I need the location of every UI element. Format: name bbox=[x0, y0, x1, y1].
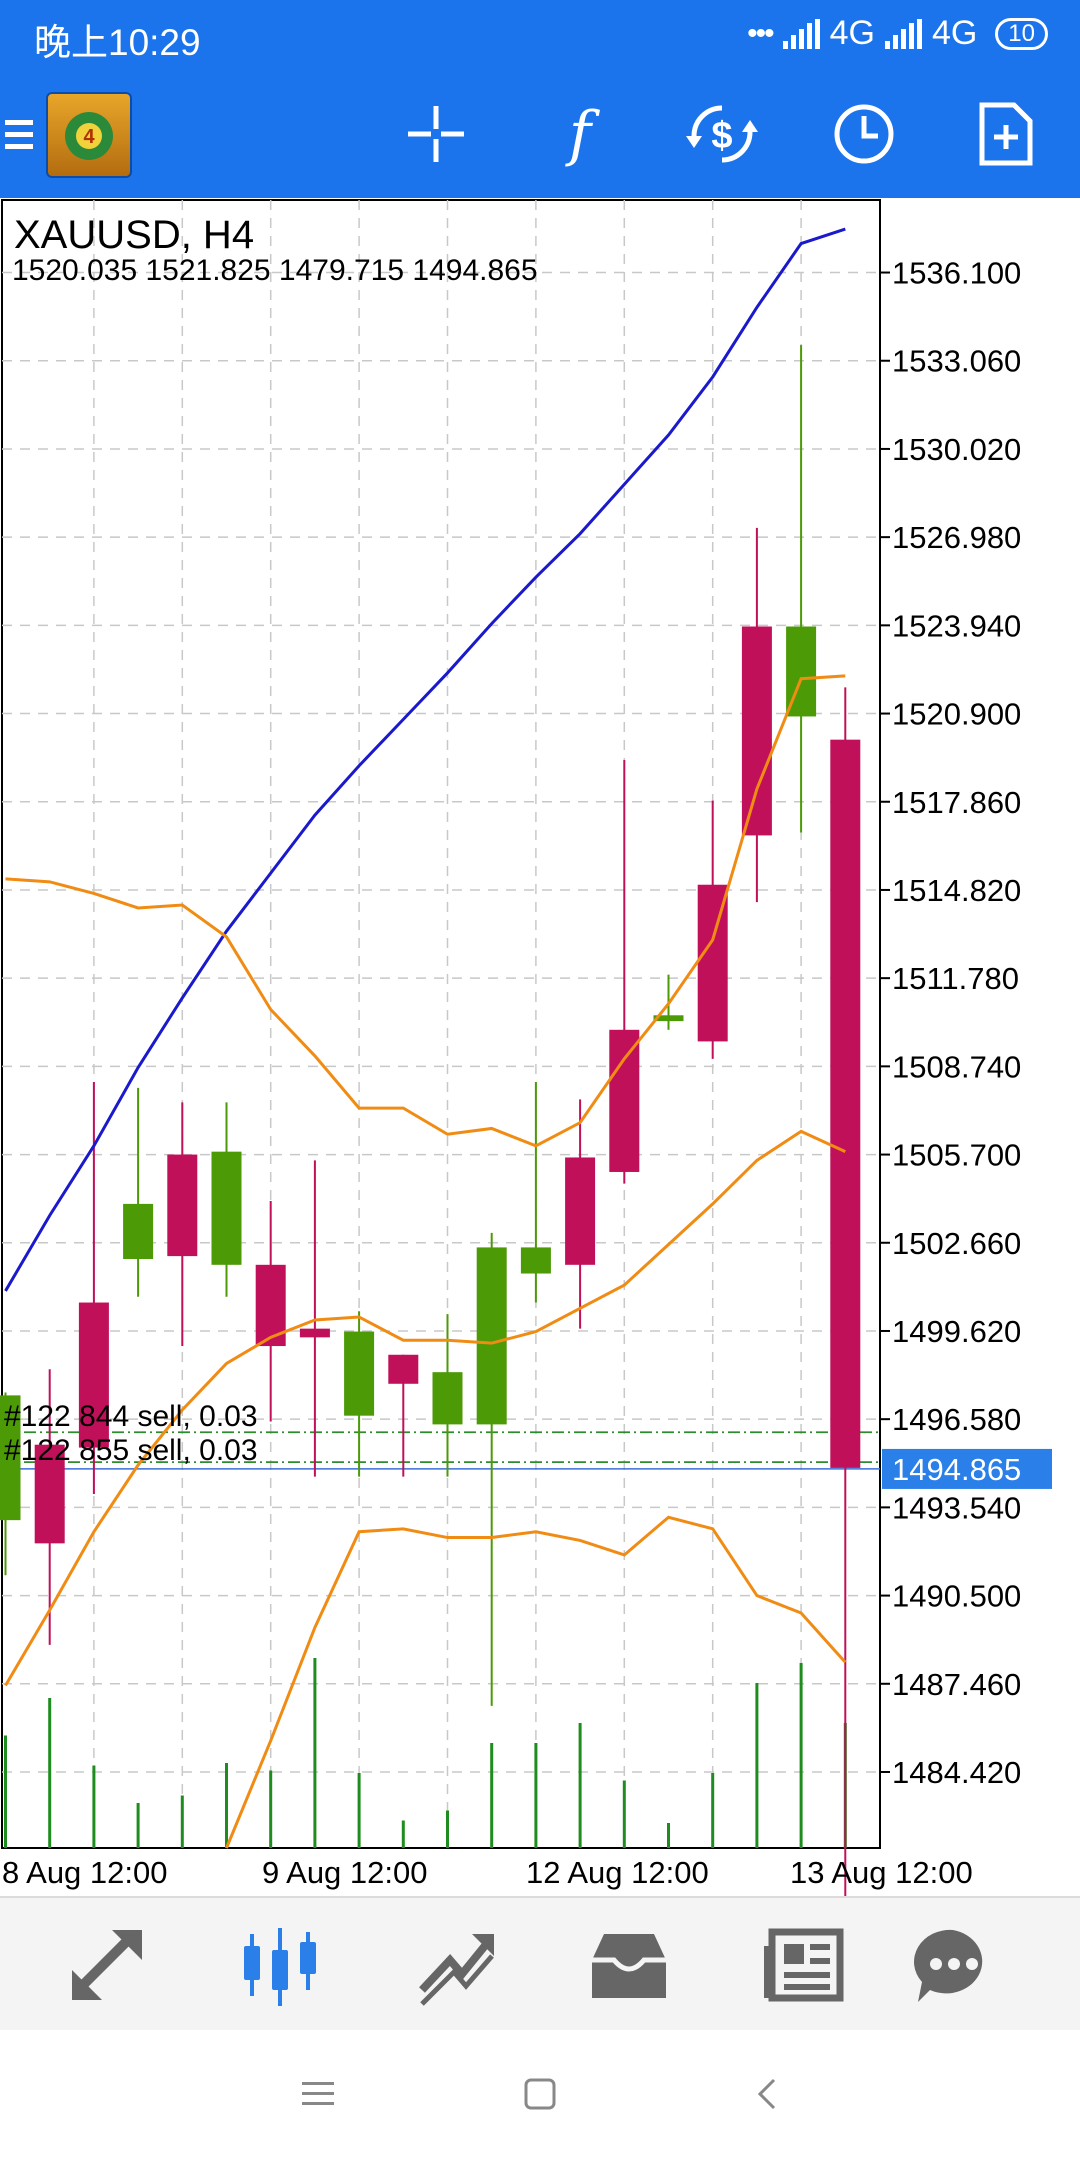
candle-body bbox=[211, 1151, 242, 1265]
status-bar: 晚上10:29 ••• 4G 4G 10 bbox=[0, 0, 1080, 70]
home-icon[interactable] bbox=[520, 2074, 560, 2119]
order-label: #122 844 sell, 0.03 bbox=[4, 1400, 258, 1433]
candle-body bbox=[388, 1354, 419, 1384]
chart-title: XAUUSD, H4 bbox=[14, 213, 254, 257]
network-type-2: 4G bbox=[931, 14, 978, 52]
history-icon[interactable] bbox=[584, 1920, 674, 2010]
menu-icon[interactable] bbox=[0, 94, 40, 174]
chat-icon[interactable] bbox=[908, 1920, 998, 2010]
candle-body bbox=[741, 626, 772, 836]
indicator-line bbox=[5, 674, 846, 1148]
chart-area[interactable]: 1536.100 1533.060 1530.020 1526.980 1523.940… bbox=[0, 198, 1080, 1898]
indicator-line bbox=[225, 1515, 847, 1849]
chart-icon[interactable] bbox=[236, 1920, 326, 2010]
y-tick-label: 1508.740 bbox=[892, 1049, 1021, 1084]
bottom-navigation bbox=[0, 1896, 1080, 2030]
y-tick-label: 1536.100 bbox=[892, 256, 1021, 291]
y-tick-label: 1517.860 bbox=[892, 785, 1021, 820]
more-icon: ••• bbox=[747, 16, 774, 50]
order-label: #122 855 sell, 0.03 bbox=[4, 1434, 258, 1467]
status-indicators: ••• 4G 4G 10 bbox=[747, 14, 1048, 53]
y-tick-label: 1499.620 bbox=[892, 1314, 1021, 1349]
y-tick-label: 1511.780 bbox=[892, 961, 1019, 996]
candle-body bbox=[830, 739, 861, 1468]
svg-text:$: $ bbox=[711, 115, 732, 157]
plot-frame bbox=[1, 199, 881, 1849]
current-price-tag bbox=[882, 1448, 1052, 1489]
indicator-line bbox=[4, 227, 846, 1292]
y-tick-label: 1484.420 bbox=[892, 1755, 1021, 1790]
price-chart[interactable]: 1536.100 1533.060 1530.020 1526.980 1523.940… bbox=[0, 198, 1080, 1898]
x-tick-label: 9 Aug 12:00 bbox=[262, 1855, 428, 1890]
y-tick-label: 1520.900 bbox=[892, 697, 1021, 732]
mt4-logo-icon[interactable]: 4 bbox=[46, 92, 132, 178]
function-glyph: f bbox=[568, 99, 592, 169]
candle-body bbox=[78, 1302, 109, 1448]
current-price-value: 1494.865 bbox=[892, 1452, 1021, 1487]
candle-body bbox=[432, 1372, 463, 1425]
candle-body bbox=[609, 1029, 640, 1172]
news-icon[interactable] bbox=[758, 1920, 848, 2010]
candle-body bbox=[344, 1331, 375, 1416]
top-toolbar: 4 f $ bbox=[0, 70, 1080, 198]
signal-icon bbox=[782, 18, 820, 49]
candle-body bbox=[0, 1395, 21, 1521]
status-time: 晚上10:29 bbox=[34, 22, 201, 63]
x-tick-label: 12 Aug 12:00 bbox=[526, 1855, 709, 1890]
period-icon[interactable] bbox=[824, 94, 904, 174]
y-tick-label: 1523.940 bbox=[892, 608, 1021, 643]
network-type-1: 4G bbox=[829, 14, 875, 52]
trade-icon[interactable]: $ bbox=[682, 94, 762, 174]
candle-body bbox=[299, 1328, 330, 1338]
y-tick-label: 1496.580 bbox=[892, 1402, 1021, 1437]
y-tick-label: 1514.820 bbox=[892, 873, 1021, 908]
candle-body bbox=[167, 1154, 198, 1257]
svg-text:4: 4 bbox=[83, 126, 95, 148]
y-tick-label: 1533.060 bbox=[892, 344, 1021, 379]
y-tick-label: 1526.980 bbox=[892, 520, 1021, 555]
new-order-icon[interactable] bbox=[966, 94, 1046, 174]
x-tick-label: 13 Aug 12:00 bbox=[790, 1855, 973, 1890]
signal-icon-2 bbox=[884, 18, 922, 49]
trade-icon[interactable] bbox=[410, 1920, 500, 2010]
quotes-icon[interactable] bbox=[62, 1920, 152, 2010]
menu-icon[interactable] bbox=[298, 2074, 338, 2119]
function-icon[interactable]: f bbox=[540, 94, 620, 174]
y-tick-label: 1490.500 bbox=[892, 1579, 1021, 1614]
candle-body bbox=[476, 1247, 507, 1425]
system-navigation bbox=[0, 2030, 1080, 2160]
ohlc-label: 1520.035 1521.825 1479.715 1494.865 bbox=[12, 254, 538, 287]
candle-body bbox=[653, 1015, 684, 1022]
x-tick-label: 8 Aug 12:00 bbox=[2, 1855, 168, 1890]
y-tick-label: 1505.700 bbox=[892, 1138, 1021, 1173]
crosshair-icon[interactable] bbox=[396, 94, 476, 174]
candle-body bbox=[34, 1444, 65, 1544]
y-tick-label: 1487.460 bbox=[892, 1667, 1021, 1702]
y-tick-label: 1502.660 bbox=[892, 1226, 1021, 1261]
y-tick-label: 1530.020 bbox=[892, 432, 1021, 467]
candle-body bbox=[565, 1157, 596, 1265]
candle-body bbox=[123, 1203, 154, 1260]
indicator-line bbox=[4, 1129, 846, 1687]
y-tick-label: 1493.540 bbox=[892, 1490, 1021, 1525]
battery-icon: 10 bbox=[995, 17, 1048, 50]
back-icon[interactable] bbox=[748, 2074, 788, 2119]
candle-body bbox=[520, 1247, 551, 1274]
